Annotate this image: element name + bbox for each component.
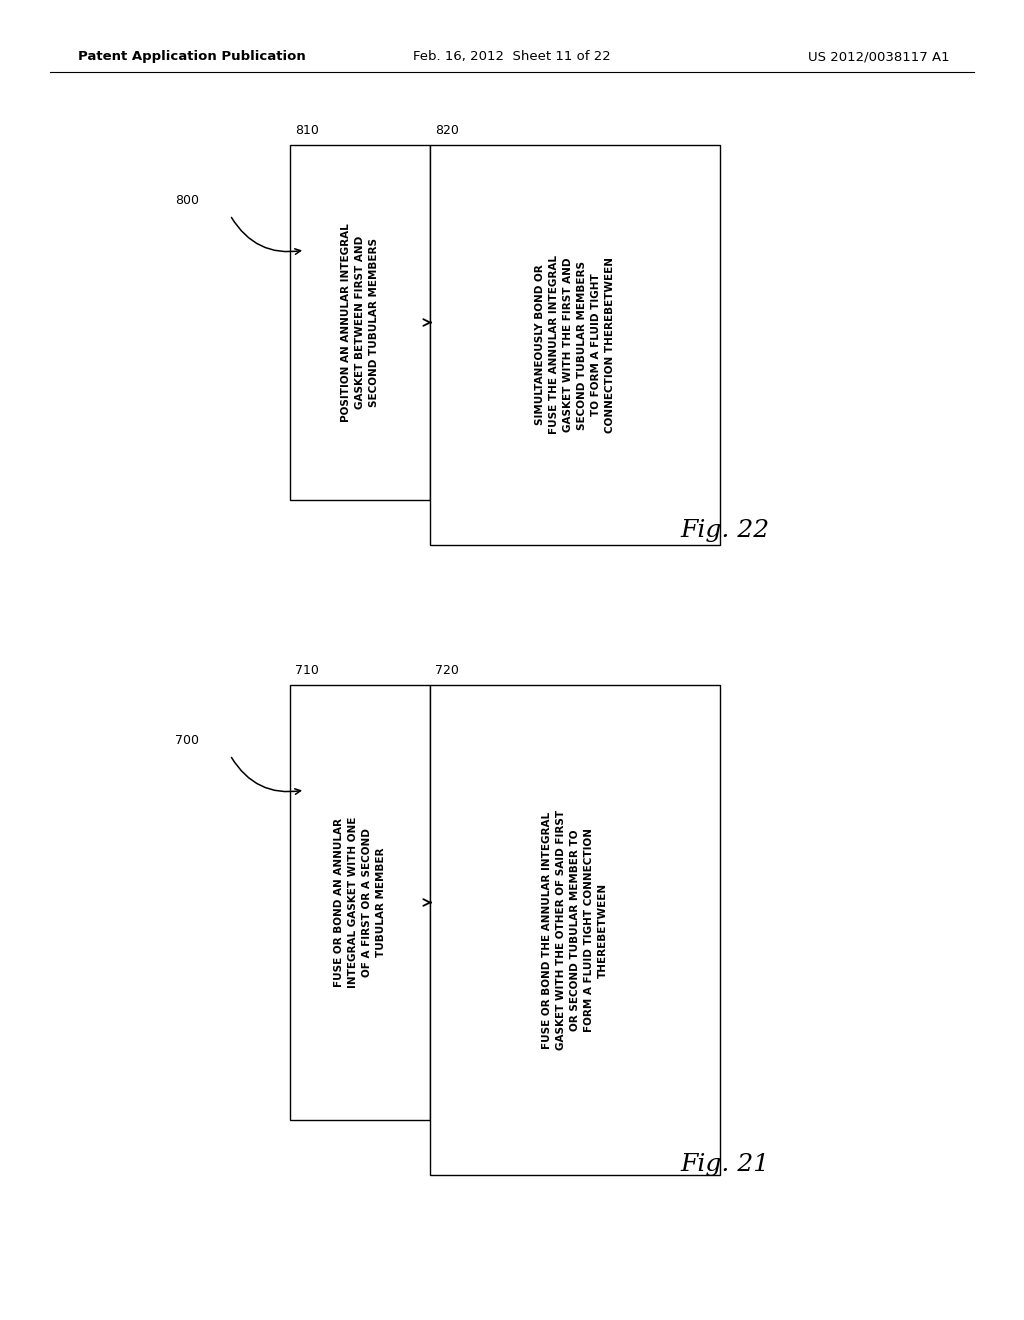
Text: FUSE OR BOND THE ANNULAR INTEGRAL
GASKET WITH THE OTHER OF SAID FIRST
OR SECOND : FUSE OR BOND THE ANNULAR INTEGRAL GASKET…	[542, 810, 608, 1051]
Text: Patent Application Publication: Patent Application Publication	[78, 50, 306, 63]
Text: 810: 810	[295, 124, 318, 137]
Bar	[290, 685, 430, 1119]
Text: POSITION AN ANNULAR INTEGRAL
GASKET BETWEEN FIRST AND
SECOND TUBULAR MEMBERS: POSITION AN ANNULAR INTEGRAL GASKET BETW…	[341, 223, 379, 422]
Text: 700: 700	[175, 734, 199, 747]
Bar	[290, 145, 430, 500]
Text: Feb. 16, 2012  Sheet 11 of 22: Feb. 16, 2012 Sheet 11 of 22	[413, 50, 611, 63]
Text: US 2012/0038117 A1: US 2012/0038117 A1	[808, 50, 950, 63]
Text: Fig. 21: Fig. 21	[680, 1154, 769, 1176]
Text: 710: 710	[295, 664, 318, 677]
Text: 720: 720	[435, 664, 459, 677]
Text: 820: 820	[435, 124, 459, 137]
Bar	[430, 685, 720, 1175]
Bar	[430, 145, 720, 545]
Text: SIMULTANEOUSLY BOND OR
FUSE THE ANNULAR INTEGRAL
GASKET WITH THE FIRST AND
SECON: SIMULTANEOUSLY BOND OR FUSE THE ANNULAR …	[535, 256, 615, 434]
Text: Fig. 22: Fig. 22	[680, 519, 769, 541]
Text: FUSE OR BOND AN ANNULAR
INTEGRAL GASKET WITH ONE
OF A FIRST OR A SECOND
TUBULAR : FUSE OR BOND AN ANNULAR INTEGRAL GASKET …	[334, 817, 386, 989]
Text: 800: 800	[175, 194, 199, 206]
